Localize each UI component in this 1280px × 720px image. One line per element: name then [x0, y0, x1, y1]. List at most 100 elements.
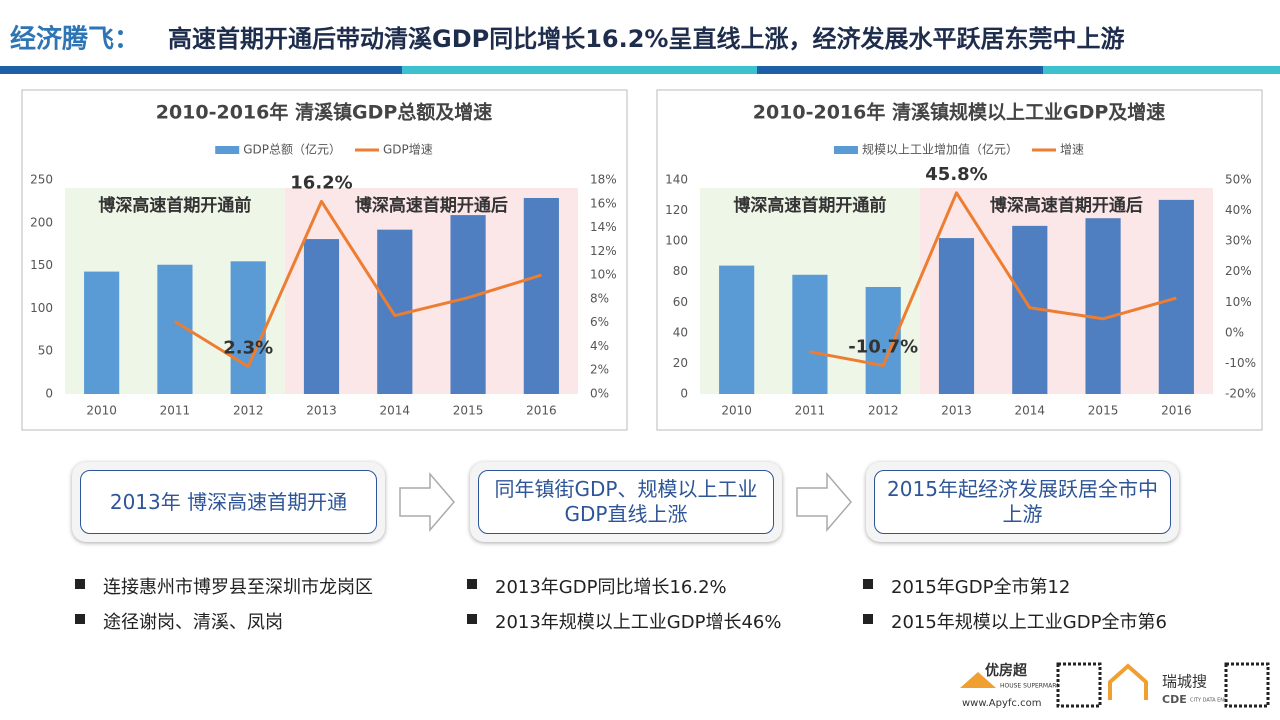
x-tick-label: 2011 — [795, 404, 826, 418]
flow-text: 2015年起经济发展跃居全市中上游 — [874, 470, 1171, 534]
footer-sub: HOUSE SUPERMARKET — [1000, 683, 1068, 690]
data-label: 16.2% — [290, 172, 352, 193]
y2-tick-label: 6% — [590, 315, 609, 329]
footer-url: www.Apyfc.com — [962, 698, 1041, 709]
bar — [84, 271, 120, 394]
bullet-item: 2015年规模以上工业GDP全市第6 — [863, 608, 1167, 634]
y-tick-label: 60 — [673, 295, 688, 309]
bar — [450, 215, 486, 394]
bar — [938, 238, 975, 394]
chart-title: 2010-2016年 清溪镇GDP总额及增速 — [156, 101, 493, 124]
x-tick-label: 2010 — [721, 404, 752, 418]
region-label: 博深高速首期开通前 — [98, 195, 251, 216]
x-tick-label: 2013 — [306, 404, 337, 418]
data-label: 2.3% — [223, 338, 273, 359]
footer-brand: 优房超 — [985, 662, 1028, 679]
region-label: 博深高速首期开通前 — [733, 195, 886, 216]
x-tick-label: 2012 — [233, 404, 264, 418]
flow-arrow — [399, 471, 455, 533]
flow-step: 2013年 博深高速首期开通 — [72, 462, 385, 542]
bullet-item: 连接惠州市博罗县至深圳市龙岗区 — [75, 573, 373, 599]
y2-tick-label: 10% — [590, 268, 617, 282]
legend-label: 增速 — [1060, 143, 1084, 157]
y2-tick-label: 20% — [1225, 264, 1252, 278]
y2-tick-label: 4% — [590, 339, 609, 353]
y2-tick-label: 16% — [590, 196, 617, 210]
footer-brand: 瑞城搜 — [1162, 673, 1207, 691]
x-tick-label: 2014 — [380, 404, 411, 418]
legend: GDP总额（亿元） GDP增速 — [215, 142, 433, 157]
y2-tick-label: 30% — [1225, 234, 1252, 248]
header-stripe — [1043, 66, 1280, 74]
y2-tick-label: 40% — [1225, 203, 1252, 217]
y-tick-label: 50 — [38, 344, 53, 358]
y-tick-label: 250 — [30, 173, 53, 187]
y-tick-label: 100 — [665, 234, 688, 248]
header-stripe — [0, 66, 402, 74]
flow-arrow — [796, 471, 852, 533]
y-tick-label: 80 — [673, 264, 688, 278]
y-tick-label: 150 — [30, 258, 53, 272]
legend-label: 规模以上工业增加值（亿元） — [862, 142, 1018, 157]
bar — [719, 265, 755, 394]
header-stripe — [757, 66, 1043, 74]
y2-tick-label: 0% — [590, 387, 609, 401]
flow-text: 2013年 博深高速首期开通 — [80, 470, 377, 534]
title-lead: 经济腾飞： — [10, 24, 140, 55]
x-tick-label: 2011 — [160, 404, 191, 418]
data-label: 45.8% — [925, 164, 987, 185]
x-tick-label: 2015 — [1088, 404, 1119, 418]
x-tick-label: 2013 — [941, 404, 972, 418]
data-label: -10.7% — [848, 337, 918, 358]
flow-step: 同年镇街GDP、规模以上工业GDP直线上涨 — [470, 462, 782, 542]
y2-tick-label: -20% — [1225, 387, 1256, 401]
bullet-item: 途径谢岗、清溪、凤岗 — [75, 608, 283, 634]
footer-sub: CDE — [1162, 693, 1187, 706]
x-tick-label: 2015 — [453, 404, 484, 418]
y-tick-label: 40 — [673, 325, 688, 339]
bullet-item: 2013年GDP同比增长16.2% — [467, 573, 727, 599]
y-tick-label: 200 — [30, 215, 53, 229]
bar — [523, 197, 559, 394]
legend-label: GDP增速 — [383, 143, 433, 157]
bar — [1085, 218, 1121, 394]
y2-tick-label: 14% — [590, 220, 617, 234]
legend-swatch — [215, 146, 240, 154]
y2-tick-label: 2% — [590, 363, 609, 377]
bullet-item: 2013年规模以上工业GDP增长46% — [466, 608, 781, 634]
bar — [792, 274, 828, 394]
line — [809, 191, 1177, 368]
logo-icon — [1108, 663, 1148, 700]
y2-tick-label: -10% — [1225, 356, 1256, 370]
y2-tick-label: 0% — [1225, 325, 1244, 339]
footer-tag: CITY DATA ENGINE — [1190, 698, 1236, 704]
legend-swatch — [833, 146, 858, 154]
flow-text: 同年镇街GDP、规模以上工业GDP直线上涨 — [478, 470, 774, 534]
title-text: 高速首期开通后带动清溪GDP同比增长16.2%呈直线上涨，经济发展水平跃居东莞中… — [168, 25, 1124, 53]
y-tick-label: 20 — [673, 356, 688, 370]
flow-step: 2015年起经济发展跃居全市中上游 — [866, 462, 1179, 542]
x-tick-label: 2012 — [868, 404, 899, 418]
x-tick-label: 2016 — [1161, 404, 1192, 418]
y-tick-label: 120 — [665, 203, 688, 217]
bar — [230, 261, 266, 394]
x-tick-label: 2010 — [86, 404, 117, 418]
y2-tick-label: 10% — [1225, 295, 1252, 309]
legend: 规模以上工业增加值（亿元） 增速 — [833, 142, 1084, 157]
x-tick-label: 2016 — [526, 404, 557, 418]
header-stripe — [402, 66, 757, 74]
y2-tick-label: 8% — [590, 291, 609, 305]
y-tick-label: 0 — [680, 387, 688, 401]
qr-code — [1224, 662, 1270, 708]
y-tick-label: 140 — [665, 173, 688, 187]
bar — [303, 239, 340, 394]
line — [174, 199, 542, 369]
footer: 优房超 HOUSE SUPERMARKET www.Apyfc.com 瑞城搜 … — [960, 662, 1270, 709]
x-tick-label: 2014 — [1015, 404, 1046, 418]
y-tick-label: 0 — [45, 387, 53, 401]
legend-label: GDP总额（亿元） — [243, 142, 341, 157]
bar — [1158, 199, 1194, 394]
region-label: 博深高速首期开通后 — [355, 195, 508, 216]
